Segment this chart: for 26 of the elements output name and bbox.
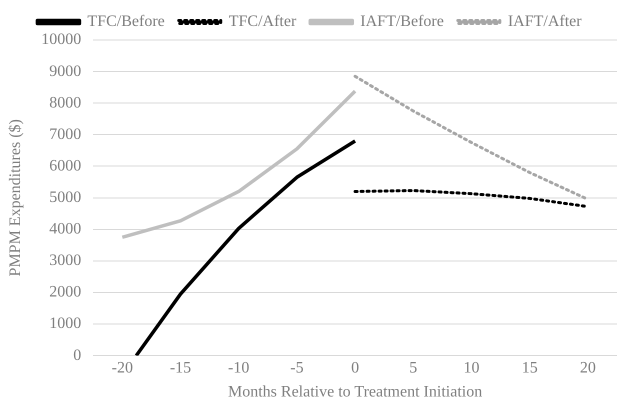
x-tick-label: 15: [522, 359, 538, 376]
x-tick-label: -20: [112, 359, 133, 376]
legend-label: TFC/Before: [87, 13, 165, 30]
x-tick-label: 0: [351, 359, 360, 376]
x-tick-label: -15: [170, 359, 192, 376]
y-tick-label: 1000: [49, 315, 82, 332]
y-tick-label: 10000: [41, 31, 82, 48]
x-tick-label: 20: [580, 359, 596, 376]
x-tick-label: -5: [290, 359, 304, 376]
y-tick-label: 9000: [49, 62, 82, 80]
legend-label: IAFT/Before: [360, 13, 444, 30]
x-axis-title: Months Relative to Treatment Initiation: [228, 384, 482, 401]
x-tick-label: 10: [464, 359, 480, 376]
y-tick-label: 8000: [49, 94, 82, 112]
y-tick-label: 5000: [49, 189, 82, 206]
y-tick-label: 3000: [49, 252, 82, 270]
y-tick-label: 4000: [49, 220, 82, 238]
y-axis-title: PMPM Expenditures ($): [6, 119, 24, 276]
y-tick-label: 6000: [49, 157, 82, 174]
x-tick-label: -10: [228, 359, 250, 376]
legend-label: IAFT/After: [508, 13, 582, 30]
x-tick-label: 5: [409, 359, 418, 376]
legend-label: TFC/After: [228, 13, 297, 30]
y-tick-label: 2000: [49, 284, 82, 301]
y-tick-label: 0: [73, 346, 82, 364]
y-tick-label: 7000: [49, 126, 82, 143]
